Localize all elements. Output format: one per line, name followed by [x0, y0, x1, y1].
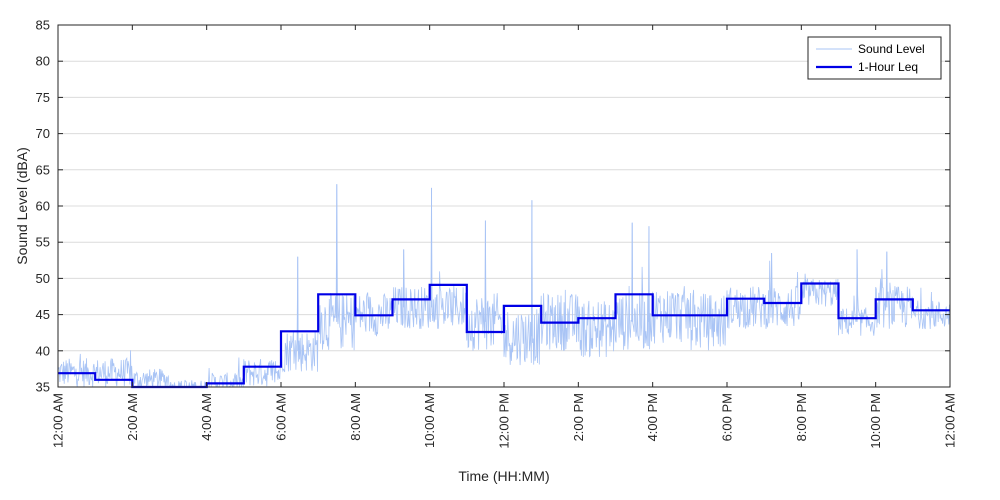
y-tick-label: 50 [36, 271, 50, 286]
x-tick-label: 4:00 AM [199, 393, 214, 441]
x-tick-label: 12:00 PM [497, 393, 512, 449]
x-tick-label: 10:00 AM [422, 393, 437, 448]
x-tick-label: 10:00 PM [868, 393, 883, 449]
y-tick-label: 60 [36, 199, 50, 214]
legend: Sound Level 1-Hour Leq [807, 36, 942, 80]
tick-marks [57, 24, 951, 388]
x-tick-label: 12:00 AM [943, 393, 958, 448]
x-tick-label: 12:00 AM [51, 393, 66, 448]
y-tick-label: 65 [36, 162, 50, 177]
y-tick-label: 75 [36, 90, 50, 105]
x-tick-label: 8:00 AM [348, 393, 363, 441]
leq-step-line [58, 282, 950, 389]
x-tick-label: 2:00 AM [125, 393, 140, 441]
x-tick-label: 4:00 PM [645, 393, 660, 441]
y-tick-label: 45 [36, 307, 50, 322]
x-tick-label: 6:00 PM [720, 393, 735, 441]
x-tick-label: 2:00 PM [571, 393, 586, 441]
y-tick-labels: 35 40 45 50 55 60 65 70 75 80 85 [36, 18, 50, 395]
y-tick-label: 35 [36, 380, 50, 395]
x-tick-labels: 12:00 AM 2:00 AM 4:00 AM 6:00 AM 8:00 AM 10:0… [51, 393, 958, 449]
y-tick-label: 55 [36, 235, 50, 250]
y-axis-title: Sound Level (dBA) [14, 147, 30, 265]
y-tick-label: 70 [36, 126, 50, 141]
legend-box [807, 36, 942, 80]
legend-label-sound-level: Sound Level [858, 42, 925, 56]
y-tick-label: 85 [36, 18, 50, 33]
leq-series [58, 282, 950, 389]
legend-label-leq: 1-Hour Leq [858, 60, 918, 74]
y-tick-label: 40 [36, 343, 50, 358]
y-tick-label: 80 [36, 54, 50, 69]
x-tick-label: 6:00 AM [274, 393, 289, 441]
x-axis-title: Time (HH:MM) [458, 468, 549, 484]
x-tick-label: 8:00 PM [794, 393, 809, 441]
